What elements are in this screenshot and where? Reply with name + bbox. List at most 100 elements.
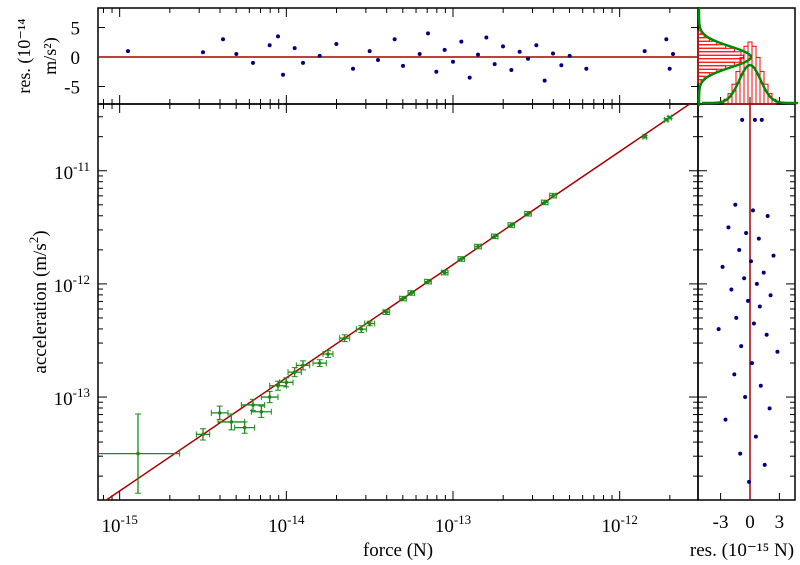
data-point: [242, 425, 247, 430]
data-point: [667, 115, 672, 120]
label-part: 10: [101, 516, 120, 537]
residual-point: [775, 349, 780, 354]
label-part: -5: [64, 78, 80, 99]
label-part: force (N): [363, 540, 433, 561]
label-part: -12: [620, 512, 637, 527]
residual-point: [754, 281, 759, 286]
residual-point: [764, 332, 769, 337]
data-point: [326, 352, 330, 356]
x-tick-label: 10-12: [601, 512, 637, 537]
data-point: [459, 257, 464, 261]
residual-point: [733, 202, 738, 207]
right-x-tick-label: 3: [775, 512, 785, 533]
residual-point: [317, 53, 322, 58]
gaussian-fit-y: [697, 7, 753, 107]
label-part: -3: [713, 512, 729, 533]
hist-bar-y: [697, 61, 735, 67]
data-point: [301, 363, 305, 368]
residual-point: [559, 63, 564, 68]
main-series: [98, 104, 692, 500]
residual-point: [749, 361, 754, 366]
data-point: [492, 234, 497, 239]
top-y-axis-label: res. (10⁻¹⁴ m/s²): [14, 18, 60, 94]
residual-point: [567, 53, 572, 58]
residual-point: [392, 37, 397, 42]
residual-point: [201, 50, 205, 55]
label-part: 10: [268, 516, 287, 537]
data-point: [342, 336, 347, 341]
hist-frame: [697, 7, 796, 105]
y-tick-label: 10-13: [54, 385, 90, 410]
residual-point: [417, 52, 422, 57]
label-part: 0: [745, 512, 755, 533]
data-point: [367, 321, 372, 326]
residual-point: [753, 434, 758, 439]
residual-point: [726, 225, 731, 230]
label-part: 10: [435, 516, 454, 537]
residual-point: [743, 395, 748, 400]
residual-point: [740, 117, 745, 122]
residual-point: [221, 37, 225, 42]
hist-bar-x: [743, 45, 749, 105]
residual-point: [750, 208, 755, 213]
residual-point: [301, 60, 305, 65]
data-point: [284, 380, 289, 385]
data-point: [409, 291, 414, 295]
data-point: [251, 403, 255, 407]
residual-point: [401, 63, 405, 68]
x-tick-label: 10-13: [435, 512, 471, 537]
data-point: [317, 361, 322, 365]
fit-line: [104, 104, 692, 500]
label-part: -12: [73, 272, 90, 287]
top-y-tick-label: -5: [64, 78, 80, 99]
data-point: [292, 370, 297, 374]
x-axis-label: force (N): [363, 540, 433, 561]
residual-point: [351, 66, 355, 71]
residual-point: [723, 417, 728, 422]
right-x-tick-label: -3: [713, 512, 729, 533]
data-point: [359, 327, 364, 331]
y-tick-label: 10-12: [54, 272, 90, 297]
residual-point: [752, 117, 757, 122]
residual-point: [459, 39, 464, 44]
label-part: -15: [120, 512, 137, 527]
label-part: 10: [54, 389, 73, 410]
data-point: [442, 270, 447, 275]
residual-point: [534, 43, 539, 48]
residual-point: [771, 253, 776, 258]
hist-bar-y: [697, 47, 735, 53]
data-point: [526, 211, 530, 216]
data-point: [476, 244, 480, 249]
hist-bar-y: [697, 44, 727, 49]
residual-point: [292, 46, 297, 51]
label-part: 3: [775, 512, 785, 533]
hist-bar-y: [697, 40, 718, 46]
data-point: [642, 135, 647, 139]
residual-point: [729, 287, 734, 292]
residual-point: [476, 52, 480, 57]
residual-point: [738, 451, 743, 456]
residual-point: [744, 230, 749, 235]
residual-point: [434, 69, 439, 74]
residual-point: [334, 42, 339, 47]
residual-point: [376, 57, 380, 62]
residual-point: [517, 49, 522, 54]
residual-point: [737, 247, 742, 252]
residual-point: [426, 31, 430, 36]
gaussian-fit-x: [701, 63, 799, 105]
data-point: [229, 420, 234, 424]
hist-bar-y: [697, 65, 727, 70]
residual-point: [734, 315, 739, 320]
residual-point: [451, 59, 455, 64]
residual-point: [761, 270, 766, 275]
residual-point: [757, 304, 762, 309]
residual-point: [751, 321, 756, 326]
label-part: 5: [71, 19, 81, 40]
data-point: [217, 411, 222, 415]
residual-point: [584, 66, 589, 71]
data-point: [384, 310, 389, 314]
residual-point: [509, 67, 514, 72]
residual-point: [767, 406, 772, 411]
